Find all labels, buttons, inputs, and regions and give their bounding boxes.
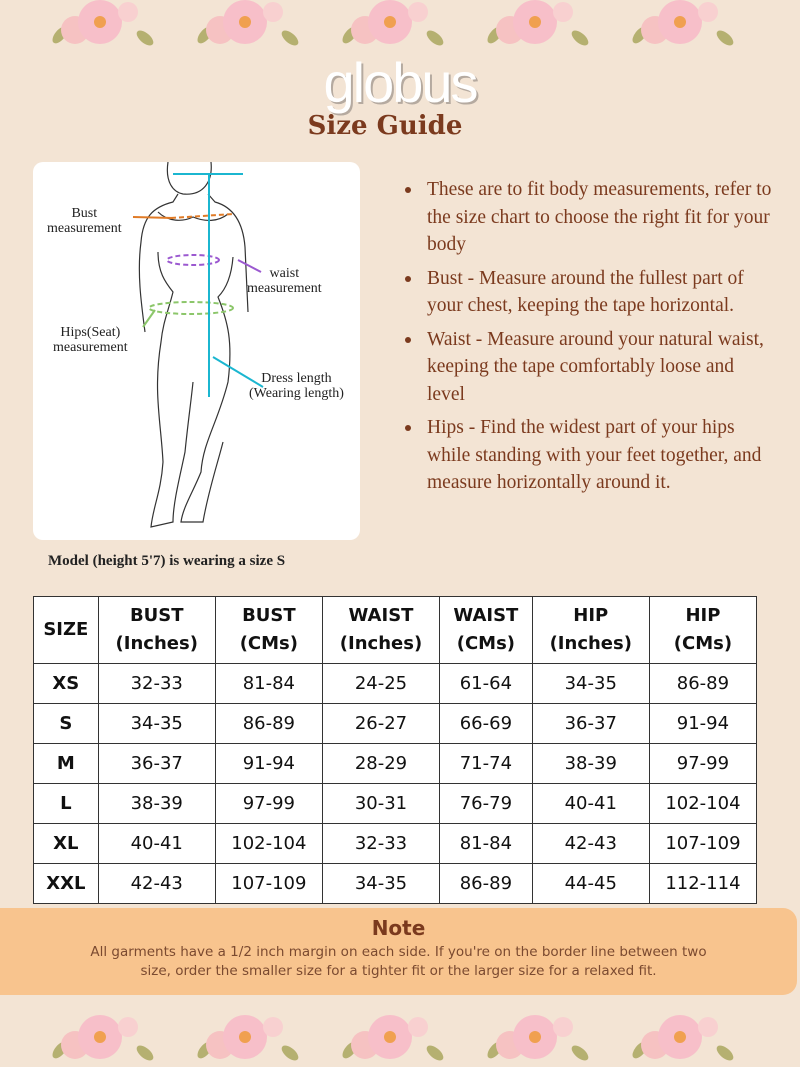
- note-title: Note: [371, 916, 426, 940]
- measurement-instructions: These are to fit body measurements, refe…: [405, 176, 775, 503]
- column-header: HIP (Inches): [531, 596, 650, 664]
- size-cell: XS: [33, 663, 99, 704]
- measurement-cell: 97-99: [648, 743, 758, 784]
- model-caption: Model (height 5'7) is wearing a size S: [48, 553, 286, 569]
- measurement-cell: 107-109: [214, 863, 323, 904]
- column-header-line: BUST: [129, 605, 184, 626]
- measurement-cell: 34-35: [321, 863, 441, 904]
- measurement-cell: 102-104: [648, 783, 758, 824]
- flower-icon: [632, 0, 734, 46]
- table-row: XXL 42-43 107-109 34-35 86-89 44-45 112-114: [33, 863, 758, 904]
- measurement-cell: 86-89: [214, 703, 323, 744]
- measurement-cell: 30-31: [321, 783, 441, 824]
- column-header-line: HIP: [573, 605, 609, 626]
- flower-icon: [342, 0, 444, 46]
- measurement-cell: 32-33: [321, 823, 441, 864]
- flower-icon: [487, 1015, 589, 1061]
- measurement-cell: 36-37: [97, 743, 216, 784]
- measurement-cell: 44-45: [531, 863, 650, 904]
- column-header: SIZE: [33, 596, 99, 664]
- measurement-cell: 34-35: [97, 703, 216, 744]
- size-cell: S: [33, 703, 99, 744]
- measurement-figure: Bust measurement waist measurement Hips(…: [33, 161, 360, 540]
- measurement-cell: 81-84: [439, 823, 533, 864]
- column-header-line: (CMs): [456, 633, 516, 654]
- flower-icon: [197, 1015, 299, 1061]
- column-header-line: WAIST: [348, 605, 414, 626]
- measurement-cell: 36-37: [531, 703, 650, 744]
- dress-length-label: Dress length (Wearing length): [249, 371, 344, 401]
- flower-icon: [487, 0, 589, 46]
- bullet-item: Waist - Measure around your natural wais…: [405, 326, 775, 409]
- measurement-cell: 40-41: [531, 783, 650, 824]
- measurement-cell: 34-35: [531, 663, 650, 704]
- flower-icon: [52, 1015, 154, 1061]
- table-row: L 38-39 97-99 30-31 76-79 40-41 102-104: [33, 783, 758, 824]
- measurement-cell: 66-69: [439, 703, 533, 744]
- column-header: BUST (Inches): [97, 596, 216, 664]
- size-cell: XL: [33, 823, 99, 864]
- measurement-cell: 91-94: [214, 743, 323, 784]
- measurement-cell: 86-89: [439, 863, 533, 904]
- measurement-cell: 40-41: [97, 823, 216, 864]
- bullet-item: Bust - Measure around the fullest part o…: [405, 265, 775, 320]
- measurement-cell: 107-109: [648, 823, 758, 864]
- column-header-line: SIZE: [43, 619, 89, 640]
- size-cell: L: [33, 783, 99, 824]
- column-header: BUST (CMs): [214, 596, 323, 664]
- column-header-line: HIP: [685, 605, 721, 626]
- column-header: WAIST (CMs): [439, 596, 533, 664]
- measurement-cell: 38-39: [97, 783, 216, 824]
- measurement-cell: 42-43: [531, 823, 650, 864]
- column-header-line: (Inches): [115, 633, 198, 654]
- brand-logo: globus: [323, 51, 478, 114]
- column-header: HIP (CMs): [648, 596, 758, 664]
- measurement-cell: 112-114: [648, 863, 758, 904]
- column-header-line: (CMs): [239, 633, 298, 654]
- column-header: WAIST (Inches): [321, 596, 441, 664]
- body-outline-illustration: [132, 161, 264, 528]
- measurement-cell: 38-39: [531, 743, 650, 784]
- column-header-line: (Inches): [339, 633, 423, 654]
- size-cell: M: [33, 743, 99, 784]
- bust-label: Bust measurement: [47, 206, 122, 236]
- page-title: Size Guide: [307, 111, 463, 141]
- measurement-cell: 71-74: [439, 743, 533, 784]
- size-chart-table: SIZE BUST (Inches) BUST (CMs) WAIST (Inches) WA…: [33, 596, 758, 904]
- table-row: XL 40-41 102-104 32-33 81-84 42-43 107-109: [33, 823, 758, 864]
- bullet-item: Hips - Find the widest part of your hips…: [405, 414, 775, 497]
- measurement-cell: 28-29: [321, 743, 441, 784]
- flower-icon: [52, 0, 154, 46]
- note-box: Note All garments have a 1/2 inch margin…: [0, 908, 797, 995]
- floral-border-top: [52, 0, 734, 46]
- column-header-line: (CMs): [673, 633, 733, 654]
- measurement-cell: 86-89: [648, 663, 758, 704]
- measurement-cell: 76-79: [439, 783, 533, 824]
- waist-label: waist measurement: [247, 266, 322, 296]
- table-row: S 34-35 86-89 26-27 66-69 36-37 91-94: [33, 703, 758, 744]
- measurement-cell: 32-33: [97, 663, 216, 704]
- table-row: XS 32-33 81-84 24-25 61-64 34-35 86-89: [33, 663, 758, 704]
- floral-border-bottom: [52, 1015, 734, 1061]
- flower-icon: [197, 0, 299, 46]
- column-header-line: WAIST: [453, 605, 519, 626]
- measurement-cell: 61-64: [439, 663, 533, 704]
- flower-icon: [342, 1015, 444, 1061]
- measurement-cell: 102-104: [214, 823, 323, 864]
- measurement-cell: 97-99: [214, 783, 323, 824]
- column-header-line: BUST: [242, 605, 296, 626]
- measurement-cell: 42-43: [97, 863, 216, 904]
- flower-icon: [632, 1015, 734, 1061]
- column-header-line: (Inches): [549, 633, 632, 654]
- measurement-cell: 26-27: [321, 703, 441, 744]
- measurement-cell: 91-94: [648, 703, 758, 744]
- measurement-cell: 81-84: [214, 663, 323, 704]
- hips-label: Hips(Seat) measurement: [53, 325, 128, 355]
- size-cell: XXL: [33, 863, 99, 904]
- bullet-item: These are to fit body measurements, refe…: [405, 176, 775, 259]
- note-text: All garments have a 1/2 inch margin on e…: [90, 944, 707, 979]
- table-header-row: SIZE BUST (Inches) BUST (CMs) WAIST (Inches) WA…: [33, 596, 758, 664]
- table-row: M 36-37 91-94 28-29 71-74 38-39 97-99: [33, 743, 758, 784]
- measurement-cell: 24-25: [321, 663, 441, 704]
